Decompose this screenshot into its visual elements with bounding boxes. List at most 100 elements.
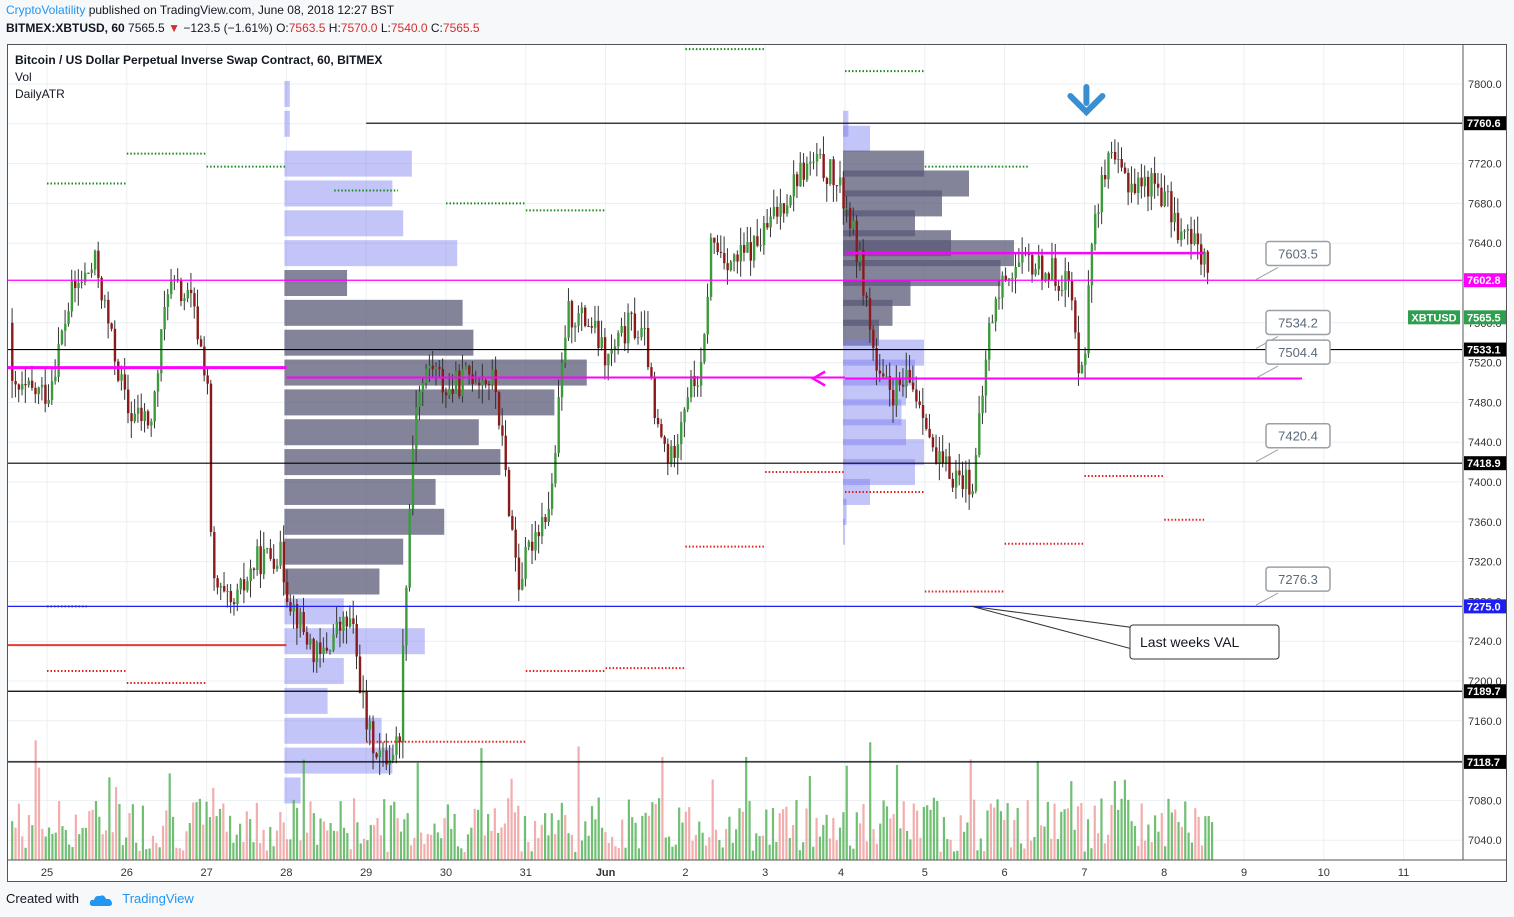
candle-body <box>70 280 74 312</box>
x-tick-label: 2 <box>682 867 688 879</box>
volume-profile-row <box>284 658 344 685</box>
candle-body <box>895 377 898 406</box>
y-tick-label: 7360.0 <box>1468 517 1502 529</box>
candle-body <box>232 602 236 605</box>
volume-bar <box>1110 804 1113 860</box>
candle-body <box>517 557 521 590</box>
candle-body <box>1183 230 1186 232</box>
publish-info: CryptoVolatility published on TradingVie… <box>6 3 394 17</box>
candle-body <box>242 579 246 591</box>
publish-text: published on TradingView.com, June 08, 2… <box>85 3 395 17</box>
volume-bar <box>379 835 382 860</box>
candle-body <box>772 206 776 217</box>
candle-body <box>1173 212 1176 223</box>
symbol-ohlc: BITMEX:XBTUSD, 60 7565.5 ▼ −123.5 (−1.61… <box>6 21 480 35</box>
volume-bar <box>1036 761 1039 860</box>
candle-body <box>524 547 527 579</box>
volume-bar <box>1150 842 1153 860</box>
volume-bar <box>487 814 490 860</box>
volume-bar <box>966 822 969 860</box>
candle-body <box>329 650 332 652</box>
candle-body <box>835 185 839 187</box>
candle-body <box>981 395 984 414</box>
candle-body <box>1044 273 1047 282</box>
candle-body <box>229 590 233 603</box>
volume-bar <box>761 835 765 860</box>
volume-bar <box>490 830 493 860</box>
volume-bar <box>426 833 429 860</box>
volume-bar <box>976 850 979 860</box>
candle-body <box>365 691 368 730</box>
candle-body <box>504 435 507 470</box>
candle-body <box>627 312 630 344</box>
volume-bar <box>962 831 966 860</box>
candle-body <box>991 321 994 324</box>
volume-bar <box>84 827 88 860</box>
author-link[interactable]: CryptoVolatility <box>6 3 86 17</box>
candle-body <box>262 549 266 575</box>
volume-bar <box>1073 829 1076 860</box>
candle-body <box>319 642 322 654</box>
volume-bar <box>195 802 198 860</box>
volume-bar <box>641 815 644 860</box>
callout-box <box>1265 309 1331 336</box>
candle-body <box>557 397 560 454</box>
volume-bar <box>939 851 942 860</box>
volume-bar <box>688 807 691 860</box>
candle-body <box>935 447 938 464</box>
candle-body <box>1206 251 1210 273</box>
volume-bar <box>1029 840 1033 860</box>
candle-body <box>1077 332 1080 374</box>
volume-bar <box>979 838 982 860</box>
candle-body <box>285 582 289 603</box>
candle-body <box>170 279 173 295</box>
volume-bar <box>94 801 98 860</box>
candle-body <box>640 327 643 338</box>
candle-body <box>1031 254 1034 275</box>
volume-bar <box>1083 851 1086 860</box>
price-tag <box>1464 116 1506 131</box>
candle-body <box>713 237 716 243</box>
candle-body <box>610 349 613 354</box>
volume-bar <box>342 827 346 860</box>
c-label: C: <box>430 21 443 35</box>
candle-body <box>87 272 90 274</box>
price-tag <box>1464 342 1506 357</box>
candle-body <box>686 397 690 410</box>
candle-body <box>882 373 885 377</box>
volume-bar <box>872 829 875 860</box>
volume-bar <box>64 829 67 860</box>
candle-body <box>656 418 660 425</box>
volume-profile-row <box>284 210 404 237</box>
volume-bar <box>1013 819 1016 860</box>
candle-body <box>776 206 779 217</box>
candle-body <box>971 491 974 495</box>
candle-body <box>266 548 269 550</box>
volume-bar <box>356 822 359 860</box>
candle-body <box>375 753 378 758</box>
candle-body <box>153 391 156 422</box>
volume-bar <box>1174 809 1177 860</box>
volume-bar <box>1123 779 1127 860</box>
volume-bar <box>587 835 590 860</box>
candle-body <box>918 401 921 406</box>
volume-bar <box>949 839 952 860</box>
volume-bar <box>775 841 778 860</box>
volume-bar <box>818 836 822 860</box>
candle-body <box>650 367 653 378</box>
candle-body <box>143 411 146 422</box>
candle-body <box>1156 183 1160 188</box>
volume-bar <box>912 803 915 860</box>
candle-body <box>812 161 815 163</box>
candle-body <box>1153 173 1157 184</box>
volume-bar <box>440 838 443 860</box>
volume-bar <box>1143 840 1147 860</box>
volume-bar <box>423 843 426 860</box>
tradingview-link[interactable]: TradingView <box>122 891 194 906</box>
candle-body <box>1160 187 1163 207</box>
candle-body <box>1127 172 1130 193</box>
volume-bar <box>614 846 617 860</box>
volume-bar <box>322 821 325 860</box>
volume-bar <box>1200 845 1204 860</box>
